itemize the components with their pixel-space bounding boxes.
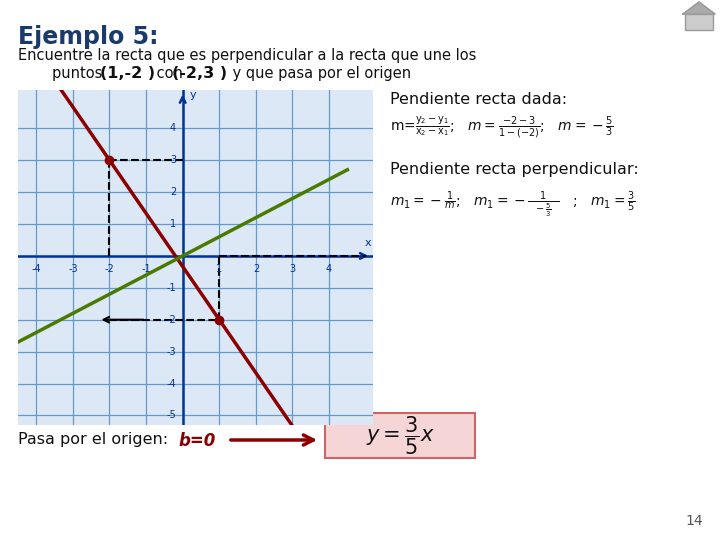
FancyBboxPatch shape xyxy=(325,413,475,458)
Text: con: con xyxy=(152,66,187,81)
Text: -4: -4 xyxy=(166,379,176,388)
Bar xyxy=(685,14,713,30)
Text: 1: 1 xyxy=(216,264,222,274)
Text: -5: -5 xyxy=(166,410,176,421)
Text: Pasa por el origen:: Pasa por el origen: xyxy=(18,432,168,447)
Text: -4: -4 xyxy=(32,264,41,274)
Text: (-2,3 ): (-2,3 ) xyxy=(172,66,227,81)
Text: Ejemplo 5:: Ejemplo 5: xyxy=(18,25,158,49)
Text: 3: 3 xyxy=(170,155,176,165)
Text: x: x xyxy=(364,238,371,248)
Text: y que pasa por el origen: y que pasa por el origen xyxy=(228,66,411,81)
Text: 14: 14 xyxy=(685,514,703,528)
Text: -1: -1 xyxy=(166,283,176,293)
Text: -3: -3 xyxy=(68,264,78,274)
Text: $m_1=-\frac{1}{m}$;   $m_1=-\frac{1}{\ \ -\frac{5}{3}\ \ }$   ;   $m_1=\frac{3}{: $m_1=-\frac{1}{m}$; $m_1=-\frac{1}{\ \ -… xyxy=(390,190,636,220)
Text: -2: -2 xyxy=(166,315,176,325)
Text: Pendiente recta perpendicular:: Pendiente recta perpendicular: xyxy=(390,162,639,177)
Text: Pendiente recta dada:: Pendiente recta dada: xyxy=(390,92,567,107)
Text: 2: 2 xyxy=(253,264,259,274)
Text: b=0: b=0 xyxy=(178,432,215,450)
Text: 2: 2 xyxy=(170,187,176,197)
Text: -1: -1 xyxy=(141,264,151,274)
Text: Encuentre la recta que es perpendicular a la recta que une los: Encuentre la recta que es perpendicular … xyxy=(18,48,477,63)
Text: -3: -3 xyxy=(166,347,176,356)
Text: 3: 3 xyxy=(289,264,295,274)
Text: 1: 1 xyxy=(170,219,176,229)
Text: (1,-2 ): (1,-2 ) xyxy=(100,66,155,81)
Text: 4: 4 xyxy=(326,264,332,274)
Text: 4: 4 xyxy=(170,123,176,133)
Text: y: y xyxy=(189,90,196,100)
Polygon shape xyxy=(683,2,715,14)
Text: puntos: puntos xyxy=(52,66,107,81)
Text: $y=\dfrac{3}{5}x$: $y=\dfrac{3}{5}x$ xyxy=(366,415,434,457)
Text: m=$\mathregular{\frac{y_2-y_1}{x_2-x_1}}$;   $m=\mathregular{\frac{-2-3}{1-(-2)}: m=$\mathregular{\frac{y_2-y_1}{x_2-x_1}}… xyxy=(390,115,613,141)
Text: -2: -2 xyxy=(104,264,114,274)
